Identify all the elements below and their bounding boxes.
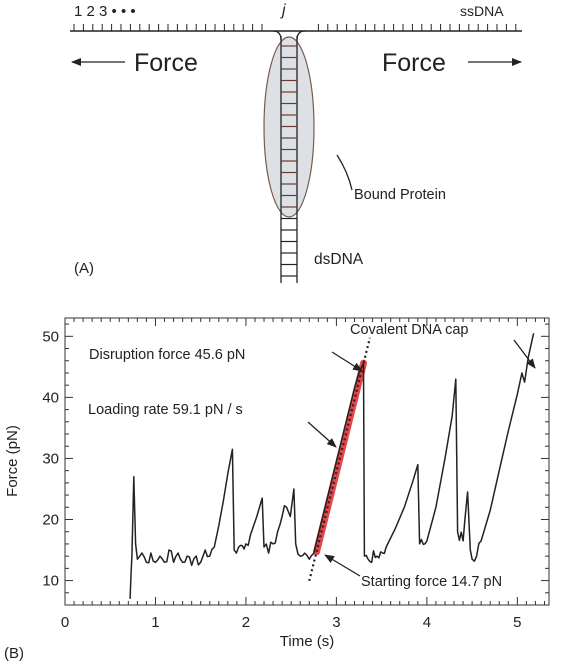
axis-ticks <box>64 318 549 606</box>
y-tick-label: 40 <box>42 389 59 406</box>
ssdna-label: ssDNA <box>460 3 504 19</box>
starting-force-arrow <box>324 554 361 577</box>
loading-rate-label: Loading rate 59.1 pN / s <box>88 402 243 418</box>
fit-dotted-line <box>308 337 371 582</box>
x-tick-label: 5 <box>513 614 521 631</box>
force-right-label: Force <box>382 49 446 77</box>
force-left-label: Force <box>134 49 198 77</box>
y-tick-label: 30 <box>42 450 59 467</box>
dsdna-label: dsDNA <box>314 251 364 268</box>
panel-b-chart: 10 20 30 40 50 0 1 2 3 4 5 Force (pN) Time (s) Di… <box>4 317 550 662</box>
x-tick-label: 3 <box>332 614 340 631</box>
x-tick-label: 1 <box>151 614 159 631</box>
index-label: 1 2 3 • • • <box>74 3 136 20</box>
disruption-force-label: Disruption force 45.6 pN <box>89 347 245 363</box>
dsdna-base-pairs <box>281 45 297 277</box>
panel-a-label: (A) <box>74 260 94 277</box>
x-tick-labels: 0 1 2 3 4 5 <box>61 614 522 631</box>
protein-leader-line <box>336 154 353 191</box>
covalent-cap-arrow <box>513 339 536 369</box>
starting-force-label: Starting force 14.7 pN <box>361 574 502 590</box>
bound-protein-label: Bound Protein <box>354 187 446 203</box>
x-tick-label: 0 <box>61 614 69 631</box>
y-axis-label: Force (pN) <box>4 425 21 497</box>
x-tick-label: 4 <box>423 614 431 631</box>
y-tick-labels: 10 20 30 40 50 <box>42 328 59 589</box>
y-tick-label: 20 <box>42 512 59 529</box>
ssdna-base-ticks <box>73 24 517 31</box>
loading-rate-fit <box>308 337 371 582</box>
y-tick-label: 50 <box>42 328 59 345</box>
force-trace <box>129 333 535 599</box>
y-tick-label: 10 <box>42 573 59 590</box>
j-label: j <box>280 2 286 19</box>
covalent-cap-label: Covalent DNA cap <box>350 322 468 338</box>
panel-a-schematic: 1 2 3 • • • j ssDNA Force Force Bound Pr… <box>70 2 522 283</box>
x-tick-label: 2 <box>242 614 250 631</box>
loading-rate-arrow <box>307 421 337 448</box>
panel-b-label: (B) <box>4 645 24 662</box>
plot-frame <box>64 317 550 606</box>
junction-curve <box>272 30 306 41</box>
disruption-arrow <box>331 351 363 372</box>
x-axis-label: Time (s) <box>280 633 334 650</box>
